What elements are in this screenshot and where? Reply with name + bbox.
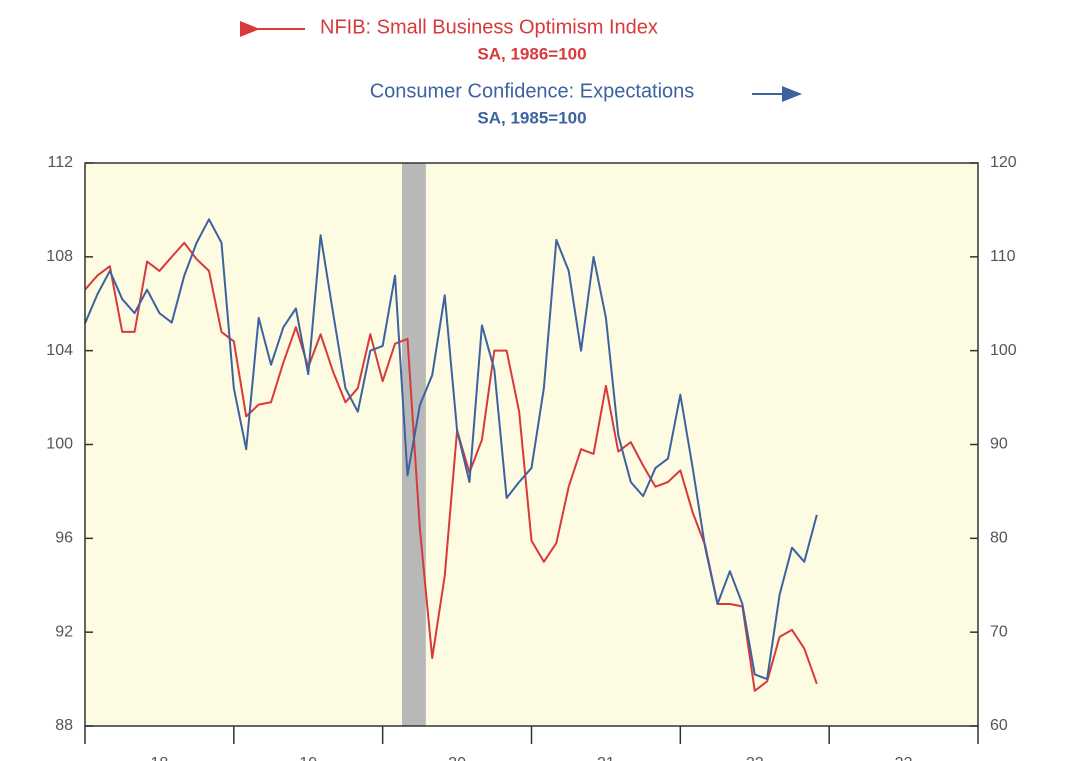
x-tick-label: 22 bbox=[746, 755, 764, 761]
y2-tick-label: 90 bbox=[990, 436, 1008, 453]
x-tick-label: 19 bbox=[299, 755, 317, 761]
y-tick-label: 100 bbox=[46, 436, 73, 453]
chart-title: NFIB: Small Business Optimism Index bbox=[320, 16, 658, 38]
y2-tick-label: 80 bbox=[990, 530, 1008, 547]
y-tick-label: 104 bbox=[46, 342, 73, 359]
y2-tick-label: 110 bbox=[990, 248, 1016, 265]
plot-frame bbox=[84, 162, 979, 727]
y2-tick-label: 60 bbox=[990, 717, 1008, 734]
x-tick-label: 21 bbox=[597, 755, 615, 761]
y2-tick-label: 70 bbox=[990, 623, 1008, 640]
x-tick-label: 20 bbox=[448, 755, 466, 761]
y-tick-label: 108 bbox=[46, 248, 73, 265]
x-tick-label: 23 bbox=[895, 755, 913, 761]
y-tick-label: 92 bbox=[55, 623, 73, 640]
series-line bbox=[84, 241, 818, 692]
chart-subtitle: SA, 1986=100 bbox=[477, 44, 586, 63]
plot-background bbox=[85, 163, 978, 726]
y2-tick-label: 120 bbox=[990, 154, 1017, 171]
y-tick-label: 96 bbox=[55, 530, 73, 547]
y-tick-label: 112 bbox=[47, 154, 73, 171]
series-line bbox=[84, 218, 818, 681]
chart-subtitle-2: SA, 1985=100 bbox=[477, 108, 586, 127]
y2-tick-label: 100 bbox=[990, 342, 1017, 359]
y-tick-label: 88 bbox=[55, 717, 73, 734]
chart-title-2: Consumer Confidence: Expectations bbox=[370, 80, 695, 102]
x-tick-label: 18 bbox=[151, 755, 169, 761]
